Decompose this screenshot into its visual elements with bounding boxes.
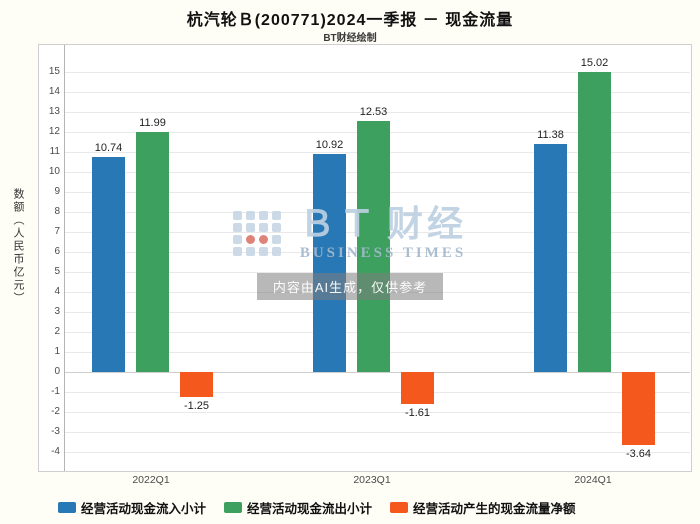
y-tick-label: -4 <box>51 446 60 457</box>
legend-swatch-net <box>390 502 409 513</box>
bar-value-label: -3.64 <box>625 447 652 460</box>
bar-value-label: -1.61 <box>404 407 431 420</box>
y-axis-title: 数额（人民币亿元） <box>12 188 24 305</box>
legend-label: 经营活动现金流出小计 <box>247 502 373 516</box>
y-tick-label: 8 <box>54 206 60 217</box>
y-tick-label: 4 <box>54 286 60 297</box>
gridline <box>65 112 690 113</box>
y-tick-label: 3 <box>54 306 60 317</box>
y-tick-label: 0 <box>54 366 60 377</box>
y-tick-label: 10 <box>48 166 60 177</box>
y-tick-label: 12 <box>48 126 60 137</box>
bar <box>180 372 213 397</box>
y-tick-label: 15 <box>48 66 60 77</box>
chart-title: 杭汽轮Ｂ(200771)2024一季报 － 现金流量 <box>186 12 514 29</box>
bar-value-label: 10.92 <box>315 138 344 151</box>
y-axis-line <box>64 45 65 471</box>
y-tick-label: -3 <box>51 426 60 437</box>
x-axis-label: 2023Q1 <box>353 474 391 486</box>
x-axis-label: 2024Q1 <box>574 474 612 486</box>
legend-swatch-inflow <box>58 502 76 513</box>
bar <box>357 121 390 372</box>
y-tick-label: 9 <box>54 186 60 197</box>
bar-value-label: -1.25 <box>183 400 210 412</box>
bar-value-label: 11.99 <box>139 117 166 130</box>
bar <box>136 132 169 372</box>
y-tick-label: 7 <box>54 226 60 237</box>
y-tick-label: 11 <box>49 146 60 157</box>
legend-item-inflow[interactable]: 经营活动现金流入小计 <box>58 498 206 517</box>
bar-value-label: 12.53 <box>359 106 388 119</box>
bar <box>401 372 434 405</box>
bar <box>313 153 346 372</box>
x-axis-label: 2022Q1 <box>132 474 170 486</box>
gridline <box>65 372 690 373</box>
legend-item-outflow[interactable]: 经营活动现金流出小计 <box>224 498 372 517</box>
bar <box>622 372 655 445</box>
y-tick-label: 2 <box>54 326 60 337</box>
bar <box>92 157 125 372</box>
legend-label: 经营活动产生的现金流量净额 <box>413 502 576 516</box>
bar-value-label: 15.02 <box>580 56 609 69</box>
gridline <box>65 452 690 453</box>
gridline <box>65 432 690 433</box>
bar-value-label: 11.38 <box>537 129 564 142</box>
plot-area: -4 -3 -2 -1 0 1 2 3 4 5 6 7 8 9 10 11 12 13 14 15 10.74 10.92… <box>38 44 692 472</box>
y-tick-label: 14 <box>48 86 60 97</box>
y-tick-label: 6 <box>54 246 60 257</box>
y-tick-label: 1 <box>54 346 60 357</box>
gridline <box>65 72 690 73</box>
gridline <box>65 392 690 393</box>
legend-item-net[interactable]: 经营活动产生的现金流量净额 <box>390 498 576 517</box>
chart-subtitle: BT财经绘制 <box>323 33 377 44</box>
legend-swatch-outflow <box>224 502 243 513</box>
gridline <box>65 412 690 413</box>
y-tick-label: 13 <box>48 106 60 117</box>
y-tick-label: 5 <box>54 266 60 277</box>
legend-label: 经营活动现金流入小计 <box>81 502 207 516</box>
gridline <box>65 92 690 93</box>
bar-value-label: 10.74 <box>94 142 123 155</box>
bar <box>578 71 611 372</box>
bar <box>534 144 567 372</box>
y-tick-label: -1 <box>51 386 60 397</box>
legend: 经营活动现金流入小计 经营活动现金流出小计 经营活动产生的现金流量净额 <box>58 498 576 517</box>
y-tick-label: -2 <box>51 406 60 417</box>
